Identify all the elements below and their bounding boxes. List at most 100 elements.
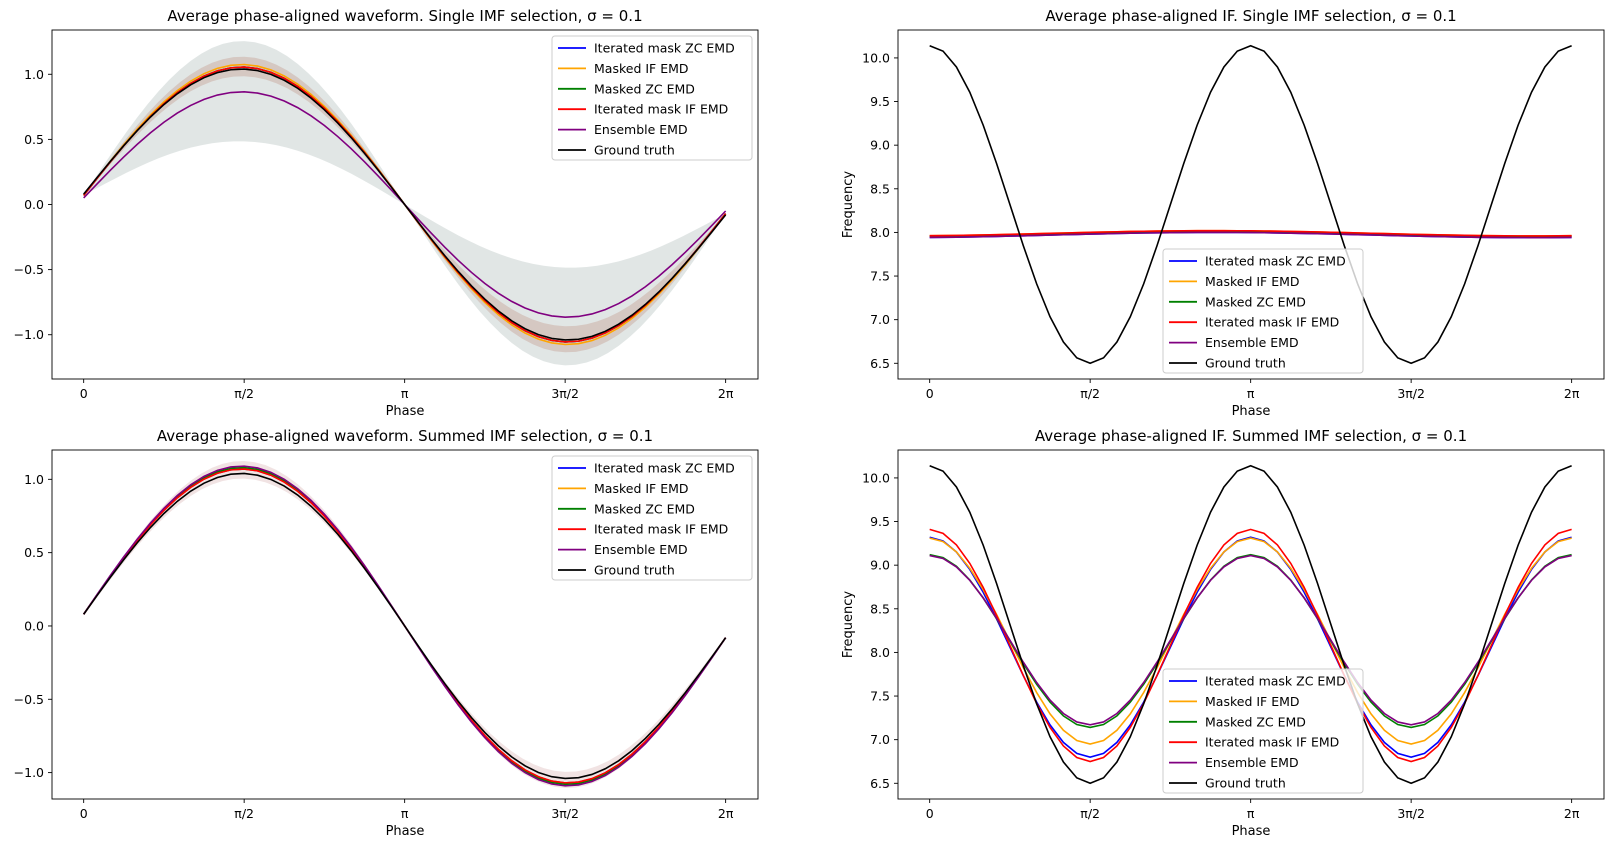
x-tick-label: π/2 [1080, 386, 1100, 401]
legend-label: Iterated mask IF EMD [1205, 735, 1339, 750]
legend-label: Ensemble EMD [1205, 755, 1299, 770]
y-tick-label: 8.0 [870, 225, 890, 240]
y-tick-label: 0.0 [24, 197, 44, 212]
y-tick-label: 8.5 [870, 601, 890, 616]
x-tick-label: π [1247, 806, 1255, 821]
x-tick-label: 3π/2 [551, 806, 579, 821]
chart-title: Average phase-aligned waveform. Single I… [167, 7, 642, 25]
legend-label: Iterated mask ZC EMD [594, 461, 735, 476]
subplot-if-single: 0 π/2 π 3π/2 2π 6.5 7.0 7.5 8.0 8.5 9.0 9.5 10.0 Aver… [841, 7, 1605, 419]
subplot-waveform-summed: 0 π/2 π 3π/2 2π −1.0 −0.5 0.0 0.5 1.0 Average phas… [14, 427, 759, 839]
y-tick-label: 9.0 [870, 558, 890, 573]
legend-label: Masked ZC EMD [1205, 714, 1306, 729]
subplot-if-summed: 0 π/2 π 3π/2 2π 6.5 7.0 7.5 8.0 8.5 9.0 9.5 10.0 Aver… [841, 427, 1605, 839]
x-tick-label: 2π [1564, 806, 1580, 821]
legend-label: Ensemble EMD [594, 122, 688, 137]
x-tick-label: π [401, 806, 409, 821]
legend-label: Ensemble EMD [594, 542, 688, 557]
y-tick-label: 6.5 [870, 776, 890, 791]
y-tick-label: 7.0 [870, 732, 890, 747]
legend-label: Ground truth [1205, 776, 1286, 791]
y-tick-label: 10.0 [862, 470, 890, 485]
y-tick-label: 9.5 [870, 514, 890, 529]
subplot-waveform-single: 0 π/2 π 3π/2 2π −1.0 −0.5 0.0 0.5 1.0 Average phas… [14, 7, 759, 419]
plot-area [929, 464, 1572, 785]
chart-title: Average phase-aligned waveform. Summed I… [157, 427, 653, 445]
legend: Iterated mask ZC EMD Masked IF EMD Masked … [1162, 668, 1364, 794]
x-tick-label: 2π [718, 806, 734, 821]
y-tick-label: −1.0 [14, 765, 44, 780]
legend-label: Iterated mask ZC EMD [1205, 674, 1346, 689]
series-line-ensemble-emd [929, 231, 1572, 239]
legend-label: Iterated mask IF EMD [594, 102, 728, 117]
series-line-iterated-mask-if-emd [929, 229, 1572, 237]
x-tick-label: π/2 [1080, 806, 1100, 821]
x-tick-label: 3π/2 [1397, 806, 1425, 821]
legend-label: Ground truth [594, 563, 675, 578]
legend-label: Masked ZC EMD [594, 81, 695, 96]
y-tick-label: 8.0 [870, 645, 890, 660]
x-axis-label: Phase [386, 404, 425, 419]
plot-area [83, 461, 727, 788]
y-tick-label: 0.0 [24, 618, 44, 633]
legend: Iterated mask ZC EMD Masked IF EMD Masked … [551, 35, 753, 161]
x-tick-label: 0 [80, 386, 88, 401]
series-line-ensemble-emd [929, 554, 1572, 726]
legend-label: Masked IF EMD [1205, 274, 1300, 289]
x-tick-label: 0 [926, 806, 934, 821]
legend-label: Masked ZC EMD [1205, 294, 1306, 309]
series-line-ground-truth [83, 472, 727, 780]
chart-title: Average phase-aligned IF. Single IMF sel… [1045, 7, 1456, 25]
y-tick-label: 7.0 [870, 312, 890, 327]
legend-label: Masked IF EMD [594, 61, 689, 76]
x-tick-label: π/2 [234, 806, 254, 821]
chart-title: Average phase-aligned IF. Summed IMF sel… [1035, 427, 1467, 445]
x-axis-label: Phase [1232, 824, 1271, 839]
series-line-ground-truth [83, 68, 727, 341]
legend-label: Iterated mask ZC EMD [1205, 254, 1346, 269]
y-axis-label: Frequency [841, 171, 856, 238]
y-tick-label: 1.0 [24, 67, 44, 82]
legend-label: Ground truth [1205, 356, 1286, 371]
confidence-band [83, 41, 726, 366]
legend-label: Masked IF EMD [594, 481, 689, 496]
series-line-ground-truth [929, 44, 1572, 365]
x-tick-label: 2π [718, 386, 734, 401]
legend-label: Masked IF EMD [1205, 694, 1300, 709]
x-tick-label: 0 [80, 806, 88, 821]
y-tick-label: −1.0 [14, 327, 44, 342]
y-tick-label: 7.5 [870, 269, 890, 284]
y-axis-label: Frequency [841, 591, 856, 658]
y-tick-label: 0.5 [24, 545, 44, 560]
series-line-masked-if-emd [929, 537, 1572, 745]
x-tick-label: 0 [926, 386, 934, 401]
y-tick-label: 9.5 [870, 94, 890, 109]
legend-label: Ensemble EMD [1205, 335, 1299, 350]
y-tick-label: 1.0 [24, 472, 44, 487]
x-axis-label: Phase [1232, 404, 1271, 419]
y-tick-label: 0.5 [24, 132, 44, 147]
y-tick-label: 6.5 [870, 356, 890, 371]
y-tick-label: 9.0 [870, 138, 890, 153]
y-tick-label: 7.5 [870, 689, 890, 704]
y-tick-label: −0.5 [14, 262, 44, 277]
legend-label: Iterated mask IF EMD [594, 522, 728, 537]
legend-label: Ground truth [594, 143, 675, 158]
x-tick-label: 2π [1564, 386, 1580, 401]
x-tick-label: π/2 [234, 386, 254, 401]
x-tick-label: π [1247, 386, 1255, 401]
plot-area [929, 44, 1572, 365]
y-tick-label: 10.0 [862, 50, 890, 65]
x-tick-label: 3π/2 [1397, 386, 1425, 401]
plot-area [83, 41, 727, 366]
series-line-masked-zc-emd [929, 553, 1572, 729]
legend-label: Iterated mask ZC EMD [594, 41, 735, 56]
legend-label: Iterated mask IF EMD [1205, 315, 1339, 330]
y-tick-label: −0.5 [14, 692, 44, 707]
series-line-ground-truth [929, 464, 1572, 785]
x-tick-label: 3π/2 [551, 386, 579, 401]
legend: Iterated mask ZC EMD Masked IF EMD Masked … [1162, 248, 1364, 374]
legend: Iterated mask ZC EMD Masked IF EMD Masked … [551, 455, 753, 581]
x-axis-label: Phase [386, 824, 425, 839]
